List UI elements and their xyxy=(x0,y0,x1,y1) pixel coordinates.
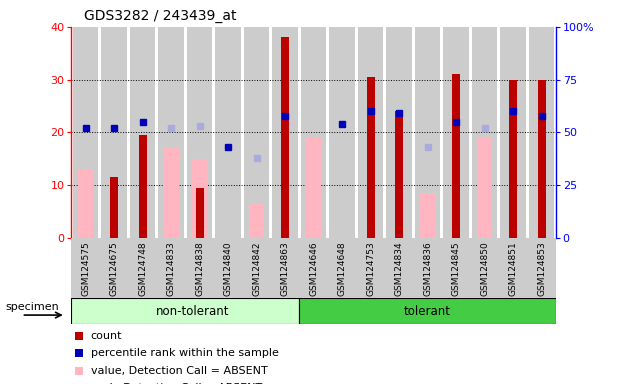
Bar xyxy=(452,74,460,238)
Bar xyxy=(130,27,155,238)
Text: GSM124834: GSM124834 xyxy=(394,241,404,296)
Text: GSM124850: GSM124850 xyxy=(480,241,489,296)
Bar xyxy=(301,27,327,238)
Text: GSM124648: GSM124648 xyxy=(338,241,347,296)
Bar xyxy=(366,77,374,238)
Bar xyxy=(110,177,118,238)
Bar xyxy=(249,204,265,238)
Bar xyxy=(196,188,204,238)
Text: GSM124845: GSM124845 xyxy=(451,241,461,296)
Text: GSM124646: GSM124646 xyxy=(309,241,318,296)
Text: GSM124833: GSM124833 xyxy=(166,241,176,296)
Text: GSM124836: GSM124836 xyxy=(423,241,432,296)
Text: GSM124575: GSM124575 xyxy=(81,241,90,296)
Bar xyxy=(472,27,497,238)
Bar xyxy=(78,169,94,238)
Bar xyxy=(477,138,492,238)
Bar xyxy=(306,138,322,238)
Bar xyxy=(299,298,556,324)
Text: value, Detection Call = ABSENT: value, Detection Call = ABSENT xyxy=(91,366,268,376)
Text: GSM124838: GSM124838 xyxy=(195,241,204,296)
Text: GSM124753: GSM124753 xyxy=(366,241,375,296)
Bar xyxy=(501,27,526,238)
Text: GSM124842: GSM124842 xyxy=(252,241,261,296)
Text: percentile rank within the sample: percentile rank within the sample xyxy=(91,349,279,359)
Bar xyxy=(215,27,241,238)
Bar xyxy=(272,27,298,238)
Text: GSM124851: GSM124851 xyxy=(509,241,517,296)
Text: GSM124675: GSM124675 xyxy=(110,241,119,296)
Bar xyxy=(329,27,355,238)
Bar xyxy=(395,111,403,238)
Text: rank, Detection Call = ABSENT: rank, Detection Call = ABSENT xyxy=(91,382,262,384)
Bar xyxy=(138,135,147,238)
Bar xyxy=(101,27,127,238)
Bar xyxy=(415,27,440,238)
Text: GSM124748: GSM124748 xyxy=(138,241,147,296)
Bar xyxy=(358,27,383,238)
Bar xyxy=(509,79,517,238)
Bar xyxy=(187,27,212,238)
Bar xyxy=(281,37,289,238)
Text: GSM124863: GSM124863 xyxy=(281,241,289,296)
Bar xyxy=(386,27,412,238)
Text: tolerant: tolerant xyxy=(404,305,451,318)
Text: count: count xyxy=(91,331,122,341)
Bar xyxy=(244,27,270,238)
Bar xyxy=(163,148,179,238)
Bar xyxy=(528,27,555,238)
Bar xyxy=(538,79,545,238)
Bar xyxy=(73,27,99,238)
Bar xyxy=(71,298,299,324)
Text: non-tolerant: non-tolerant xyxy=(156,305,229,318)
Text: GSM124853: GSM124853 xyxy=(537,241,546,296)
Bar xyxy=(420,193,435,238)
Text: GDS3282 / 243439_at: GDS3282 / 243439_at xyxy=(84,9,237,23)
Text: specimen: specimen xyxy=(6,302,60,312)
Bar xyxy=(443,27,469,238)
Text: GSM124840: GSM124840 xyxy=(224,241,233,296)
Bar xyxy=(192,159,207,238)
Bar xyxy=(158,27,184,238)
